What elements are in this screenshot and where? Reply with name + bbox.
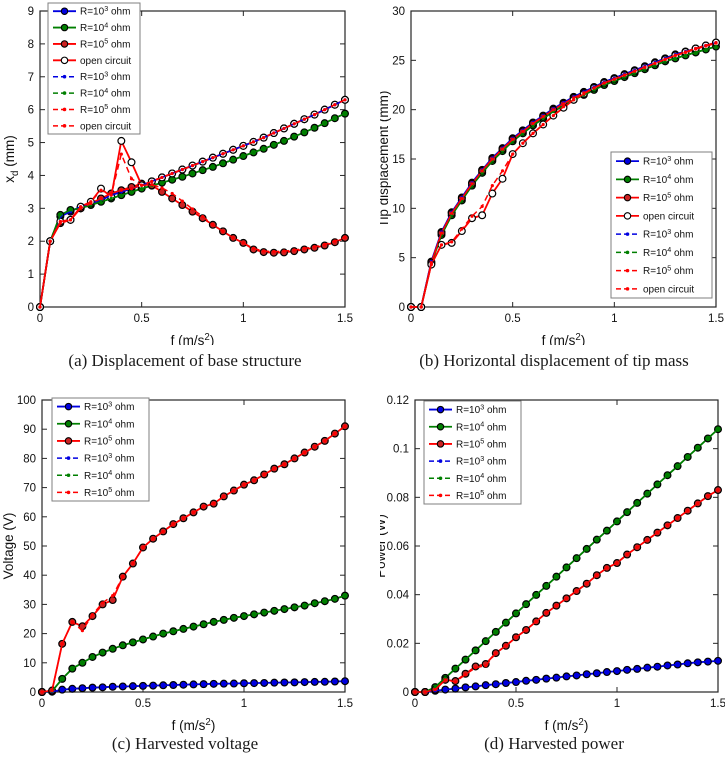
svg-text:8: 8 bbox=[28, 39, 34, 51]
svg-text:R=105 ohm: R=105 ohm bbox=[80, 37, 130, 51]
svg-text:0.02: 0.02 bbox=[387, 638, 409, 650]
svg-text:0.12: 0.12 bbox=[387, 395, 409, 407]
svg-text:0: 0 bbox=[399, 302, 405, 314]
svg-text:R=104 ohm: R=104 ohm bbox=[80, 86, 130, 100]
svg-text:xd (mm): xd (mm) bbox=[2, 135, 21, 182]
svg-text:0: 0 bbox=[37, 313, 43, 325]
caption-d: (d) Harvested power bbox=[484, 734, 624, 753]
svg-text:1: 1 bbox=[611, 313, 617, 325]
svg-text:1: 1 bbox=[28, 269, 34, 281]
svg-text:0: 0 bbox=[412, 698, 418, 710]
svg-text:R=105 ohm: R=105 ohm bbox=[643, 190, 693, 204]
svg-text:Tip displacement (mm): Tip displacement (mm) bbox=[380, 91, 391, 228]
svg-text:20: 20 bbox=[392, 105, 405, 117]
svg-text:R=104 ohm: R=104 ohm bbox=[643, 172, 693, 186]
svg-text:7: 7 bbox=[28, 72, 34, 84]
svg-text:R=105 ohm: R=105 ohm bbox=[84, 434, 134, 448]
svg-text:R=105 ohm: R=105 ohm bbox=[456, 437, 506, 451]
caption-c: (c) Harvested voltage bbox=[111, 734, 259, 753]
svg-text:40: 40 bbox=[23, 570, 36, 582]
svg-text:0.08: 0.08 bbox=[387, 492, 409, 504]
svg-text:0: 0 bbox=[30, 687, 36, 699]
chart-harvested-voltage: 0 0.5 1 1.5 0 10 20 30 40 50 60 70 80 90 100 f (m/s2) Vo… bbox=[1, 395, 353, 733]
svg-text:f (m/s2): f (m/s2) bbox=[171, 332, 215, 345]
svg-text:0: 0 bbox=[28, 302, 34, 314]
svg-text:1: 1 bbox=[240, 313, 246, 325]
svg-text:50: 50 bbox=[23, 541, 36, 553]
svg-text:R=103 ohm: R=103 ohm bbox=[456, 454, 506, 468]
svg-text:Voltage (V): Voltage (V) bbox=[1, 513, 16, 580]
svg-text:80: 80 bbox=[23, 453, 36, 465]
svg-text:0.1: 0.1 bbox=[393, 444, 409, 456]
svg-text:R=103 ohm: R=103 ohm bbox=[643, 154, 693, 168]
svg-text:0: 0 bbox=[39, 698, 45, 710]
svg-text:3: 3 bbox=[28, 203, 34, 215]
caption-a: (a) Displacement of base structure bbox=[68, 351, 302, 370]
svg-text:R=104 ohm: R=104 ohm bbox=[80, 20, 130, 34]
svg-text:0.5: 0.5 bbox=[505, 313, 521, 325]
svg-text:f (m/s2): f (m/s2) bbox=[545, 717, 589, 733]
svg-text:60: 60 bbox=[23, 512, 36, 524]
svg-text:f (m/s2): f (m/s2) bbox=[542, 332, 586, 345]
svg-text:2: 2 bbox=[28, 236, 34, 248]
svg-text:R=104 ohm: R=104 ohm bbox=[643, 245, 693, 259]
svg-text:open circuit: open circuit bbox=[643, 284, 694, 295]
svg-text:R=105 ohm: R=105 ohm bbox=[643, 263, 693, 277]
svg-text:1.5: 1.5 bbox=[337, 698, 353, 710]
svg-text:5: 5 bbox=[28, 138, 34, 150]
svg-text:open circuit: open circuit bbox=[80, 121, 131, 132]
svg-text:0.5: 0.5 bbox=[134, 313, 150, 325]
chart-tip-displacement: 0 0.5 1 1.5 0 5 10 15 20 25 30 f (m/s2) Tip displace… bbox=[380, 6, 724, 345]
svg-text:1.5: 1.5 bbox=[337, 313, 353, 325]
svg-text:Power (W): Power (W) bbox=[380, 514, 388, 578]
svg-text:1.5: 1.5 bbox=[708, 313, 724, 325]
svg-text:R=103 ohm: R=103 ohm bbox=[84, 451, 134, 465]
chart-harvested-power: 0 0.5 1 1.5 0 0.02 0.04 0.06 0.08 0.1 0.12 f (m/s2)… bbox=[380, 395, 725, 733]
svg-text:90: 90 bbox=[23, 424, 36, 436]
svg-text:R=104 ohm: R=104 ohm bbox=[456, 419, 506, 433]
svg-text:1: 1 bbox=[614, 698, 620, 710]
svg-text:open circuit: open circuit bbox=[643, 211, 694, 222]
svg-text:30: 30 bbox=[23, 599, 36, 611]
svg-text:open circuit: open circuit bbox=[80, 56, 131, 67]
svg-text:R=103 ohm: R=103 ohm bbox=[643, 227, 693, 241]
svg-text:f (m/s2): f (m/s2) bbox=[172, 717, 216, 733]
svg-text:R=103 ohm: R=103 ohm bbox=[456, 402, 506, 416]
caption-b: (b) Horizontal displacement of tip mass bbox=[419, 351, 689, 370]
chart-base-displacement: 0 0.5 1 1.5 0 1 2 3 4 5 6 7 8 9 f (m/s2) xd (mm) R=103 o… bbox=[2, 2, 353, 345]
svg-text:R=103 ohm: R=103 ohm bbox=[84, 399, 134, 413]
svg-text:R=105 ohm: R=105 ohm bbox=[456, 488, 506, 502]
svg-text:0.5: 0.5 bbox=[135, 698, 151, 710]
svg-text:9: 9 bbox=[28, 6, 34, 18]
svg-text:0: 0 bbox=[408, 313, 414, 325]
svg-text:25: 25 bbox=[392, 55, 405, 67]
svg-text:70: 70 bbox=[23, 483, 36, 495]
svg-text:10: 10 bbox=[392, 203, 405, 215]
svg-text:R=104 ohm: R=104 ohm bbox=[84, 468, 134, 482]
svg-text:6: 6 bbox=[28, 105, 34, 117]
svg-text:R=105 ohm: R=105 ohm bbox=[84, 485, 134, 499]
svg-text:R=105 ohm: R=105 ohm bbox=[80, 102, 130, 116]
svg-text:20: 20 bbox=[23, 629, 36, 641]
svg-text:0.5: 0.5 bbox=[508, 698, 524, 710]
svg-text:5: 5 bbox=[399, 253, 405, 265]
svg-text:R=104 ohm: R=104 ohm bbox=[456, 471, 506, 485]
svg-text:0: 0 bbox=[403, 687, 409, 699]
svg-text:0.06: 0.06 bbox=[387, 541, 409, 553]
svg-text:15: 15 bbox=[392, 154, 405, 166]
svg-text:100: 100 bbox=[17, 395, 36, 407]
svg-text:R=104 ohm: R=104 ohm bbox=[84, 416, 134, 430]
svg-text:1: 1 bbox=[241, 698, 247, 710]
svg-text:10: 10 bbox=[23, 658, 36, 670]
svg-text:30: 30 bbox=[392, 6, 405, 18]
svg-text:R=103 ohm: R=103 ohm bbox=[80, 4, 130, 18]
svg-text:R=103 ohm: R=103 ohm bbox=[80, 69, 130, 83]
svg-text:4: 4 bbox=[28, 170, 35, 182]
svg-text:1.5: 1.5 bbox=[710, 698, 725, 710]
svg-text:0.04: 0.04 bbox=[387, 590, 410, 602]
